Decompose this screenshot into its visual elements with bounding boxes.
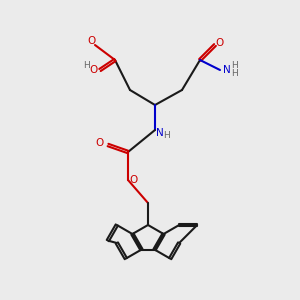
Text: H: H [231,61,237,70]
Text: H: H [231,70,237,79]
Text: O: O [96,138,104,148]
Text: N: N [223,65,231,75]
Text: O: O [87,36,95,46]
Text: H: H [164,131,170,140]
Text: O: O [129,175,137,185]
Text: H: H [82,61,89,70]
Text: O: O [89,65,97,75]
Text: N: N [156,128,164,138]
Text: O: O [216,38,224,48]
